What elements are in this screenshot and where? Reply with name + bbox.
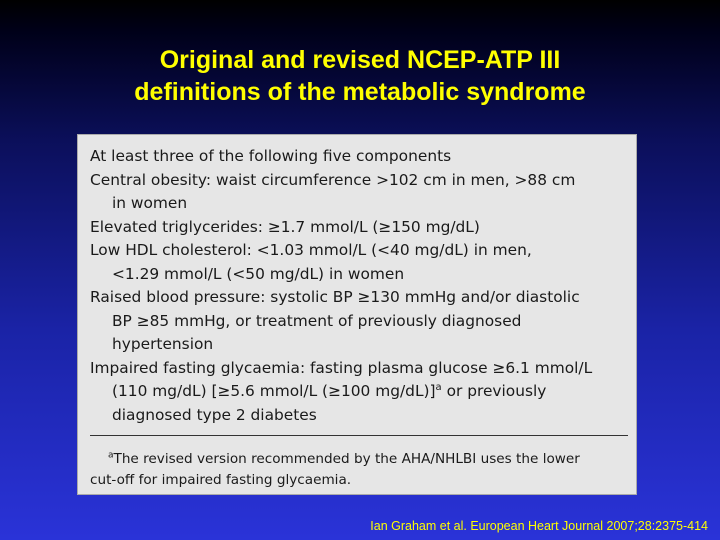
definition-table: At least three of the following five com… (77, 134, 637, 495)
criteria-line: BP ≥85 mmHg, or treatment of previously … (112, 311, 522, 330)
slide-title: Original and revised NCEP-ATP III defini… (0, 44, 720, 108)
criteria-line: Central obesity: waist circumference >10… (90, 170, 576, 189)
criteria-line: Elevated triglycerides: ≥1.7 mmol/L (≥15… (90, 217, 480, 236)
footnote-line-2: cut-off for impaired fasting glycaemia. (90, 472, 352, 488)
criteria-line: <1.29 mmol/L (<50 mg/dL) in women (112, 264, 405, 283)
slide-title-line-2: definitions of the metabolic syndrome (134, 78, 586, 106)
criteria-list: At least three of the following five com… (90, 145, 630, 427)
criteria-line: hypertension (112, 335, 214, 353)
footnote-superscript: a (108, 450, 114, 461)
slide-title-line-1: Original and revised NCEP-ATP III (159, 46, 561, 74)
citation: Ian Graham et al. European Heart Journal… (370, 519, 708, 533)
footnote-marker: a (435, 381, 442, 393)
criteria-line: At least three of the following five com… (90, 147, 452, 165)
criteria-line: diagnosed type 2 diabetes (112, 405, 317, 424)
criteria-line: Impaired fasting glycaemia: fasting plas… (90, 358, 593, 377)
criteria-line: (110 mg/dL) [≥5.6 mmol/L (≥100 mg/dL)]a … (112, 381, 547, 400)
criteria-line: Raised blood pressure: systolic BP ≥130 … (90, 288, 580, 306)
footnote-divider (90, 435, 628, 436)
footnote: aThe revised version recommended by the … (90, 449, 630, 491)
criteria-line: Low HDL cholesterol: <1.03 mmol/L (<40 m… (90, 241, 532, 259)
footnote-line-1: aThe revised version recommended by the … (108, 450, 580, 467)
criteria-line: in women (112, 194, 188, 212)
